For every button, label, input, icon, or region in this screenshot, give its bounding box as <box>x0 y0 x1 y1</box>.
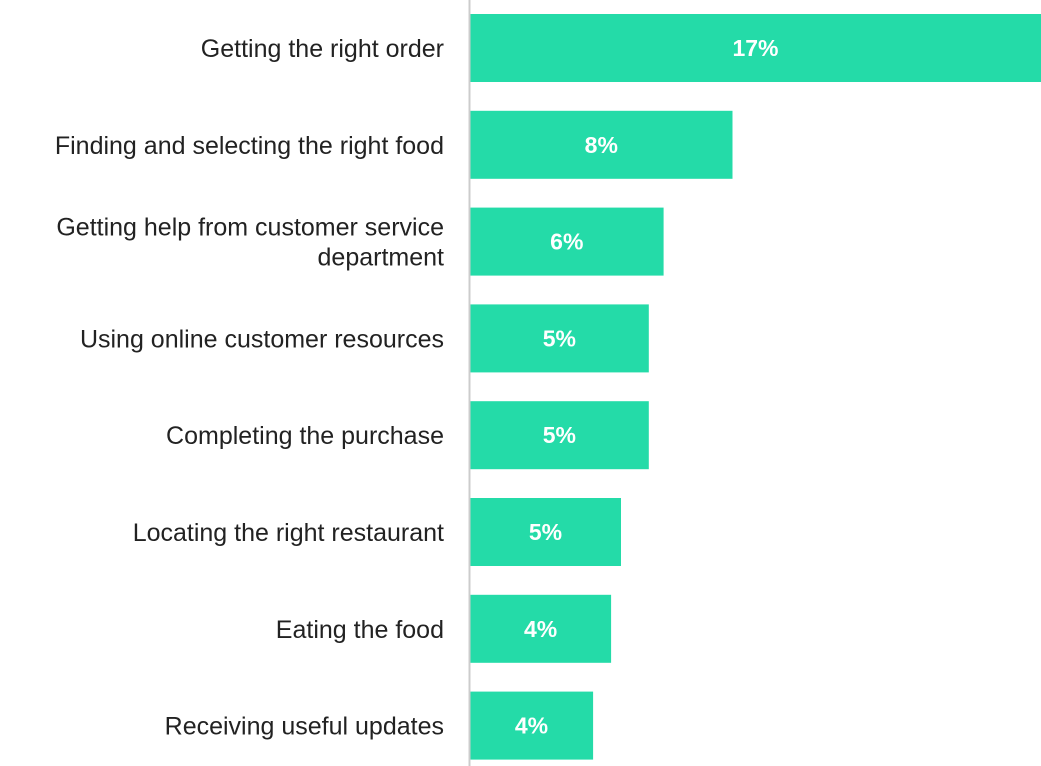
category-label-1: Finding and selecting the right food <box>55 132 444 160</box>
value-label-4: 5% <box>543 422 576 448</box>
category-label-0-line-0: Getting the right order <box>201 35 444 63</box>
bar-4 <box>470 401 649 470</box>
bar-0 <box>470 14 1041 82</box>
bar-1 <box>470 110 733 179</box>
bars-group <box>470 14 1041 760</box>
category-label-6-line-0: Eating the food <box>276 616 444 644</box>
category-label-4: Completing the purchase <box>166 422 444 450</box>
value-label-0: 17% <box>732 35 778 61</box>
category-label-4-line-0: Completing the purchase <box>166 422 444 450</box>
value-label-6: 4% <box>524 616 557 642</box>
category-label-7-line-0: Receiving useful updates <box>165 713 444 741</box>
value-label-1: 8% <box>585 132 618 158</box>
category-label-2: Getting help from customer service depart… <box>56 214 444 272</box>
category-label-7: Receiving useful updates <box>165 713 444 741</box>
category-label-2-line-0: Getting help from customer service <box>56 214 444 242</box>
bar-3 <box>470 304 649 373</box>
category-label-5: Locating the right restaurant <box>133 519 444 547</box>
value-label-7: 4% <box>515 713 548 739</box>
bar-7 <box>470 691 594 760</box>
category-label-3-line-0: Using online customer resources <box>80 325 444 353</box>
value-label-2: 6% <box>550 229 583 255</box>
bar-5 <box>470 498 621 566</box>
category-label-5-line-0: Locating the right restaurant <box>133 519 444 547</box>
category-label-2-line-1: department <box>318 244 445 272</box>
value-labels-group: 17% 8% 6% 5% 5% 5% 4% 4% <box>515 35 779 739</box>
bar-2 <box>470 207 664 276</box>
value-label-5: 5% <box>529 519 562 545</box>
bar-6 <box>470 594 612 663</box>
category-label-1-line-0: Finding and selecting the right food <box>55 132 444 160</box>
category-label-0: Getting the right order <box>201 35 444 63</box>
category-labels-group: Getting the right order Finding and selec… <box>55 35 444 741</box>
value-label-3: 5% <box>543 325 576 351</box>
category-label-6: Eating the food <box>276 616 444 644</box>
category-label-3: Using online customer resources <box>80 325 444 353</box>
